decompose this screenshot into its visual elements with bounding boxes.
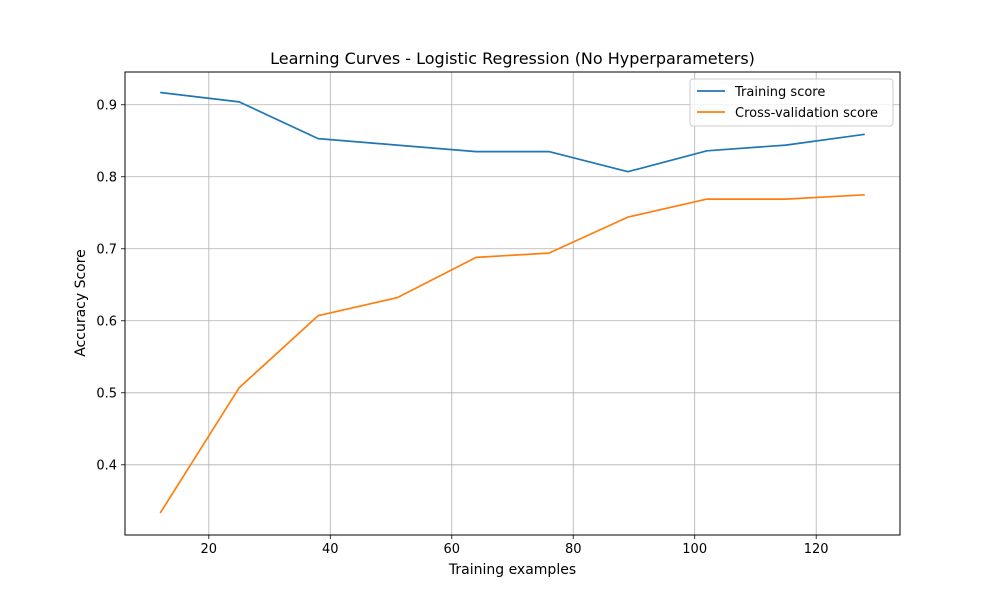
x-tick-label: 80 — [565, 542, 582, 557]
legend: Training score Cross-validation score — [690, 79, 893, 126]
chart-title: Learning Curves - Logistic Regression (N… — [270, 49, 755, 68]
x-tick-label: 20 — [201, 542, 218, 557]
x-tick-label: 60 — [443, 542, 460, 557]
y-axis-label: Accuracy Score — [73, 249, 89, 357]
legend-label: Training score — [734, 85, 825, 100]
y-tick-label: 0.5 — [96, 386, 117, 401]
x-tick-label: 120 — [804, 542, 829, 557]
y-tick-label: 0.9 — [96, 98, 117, 113]
y-tick-label: 0.8 — [96, 170, 117, 185]
y-tick-label: 0.7 — [96, 242, 117, 257]
x-tick-label: 100 — [682, 542, 707, 557]
y-tick-label: 0.4 — [96, 458, 117, 473]
y-tick-label: 0.6 — [96, 314, 117, 329]
x-axis-label: Training examples — [448, 562, 576, 578]
legend-label: Cross-validation score — [735, 106, 878, 121]
x-tick-label: 40 — [322, 542, 339, 557]
